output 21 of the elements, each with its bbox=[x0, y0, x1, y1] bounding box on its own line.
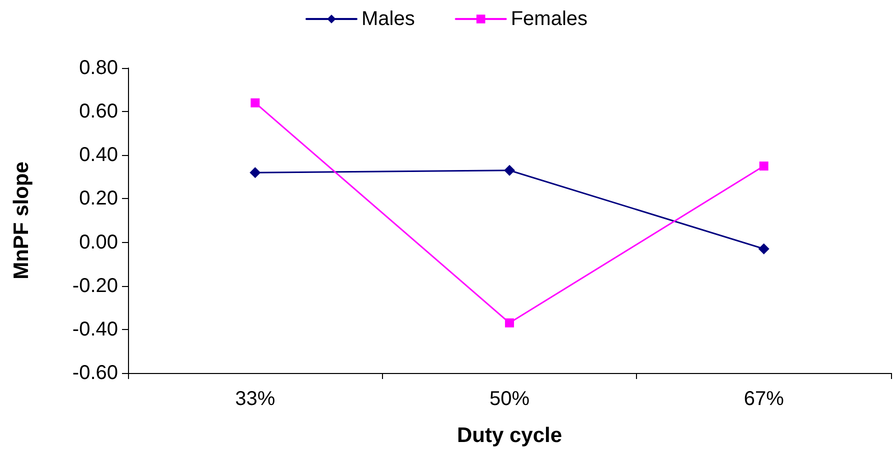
x-tick-label: 33% bbox=[235, 388, 276, 410]
y-tick-label: -0.60 bbox=[72, 362, 118, 384]
y-tick-label: -0.40 bbox=[72, 318, 118, 340]
y-tick-label: 0.60 bbox=[79, 100, 118, 123]
y-tick-label: 0.20 bbox=[79, 188, 118, 210]
x-tick-label: 50% bbox=[489, 388, 530, 410]
legend-label: Males bbox=[361, 8, 415, 30]
point bbox=[250, 98, 260, 108]
y-axis-title: MnPF slope bbox=[10, 162, 33, 280]
y-tick-label: 0.80 bbox=[79, 57, 118, 79]
y-tick-label: 0.00 bbox=[79, 231, 118, 254]
point bbox=[504, 164, 515, 176]
point bbox=[759, 162, 768, 171]
x-axis-title: Duty cycle bbox=[456, 424, 562, 447]
x-tick-label: 67% bbox=[744, 388, 784, 410]
y-tick-label: 0.40 bbox=[79, 144, 118, 166]
point bbox=[505, 318, 514, 328]
y-tick-label: -0.20 bbox=[72, 274, 118, 297]
legend-label: Females bbox=[510, 8, 588, 30]
point bbox=[250, 167, 261, 178]
point bbox=[758, 243, 770, 254]
